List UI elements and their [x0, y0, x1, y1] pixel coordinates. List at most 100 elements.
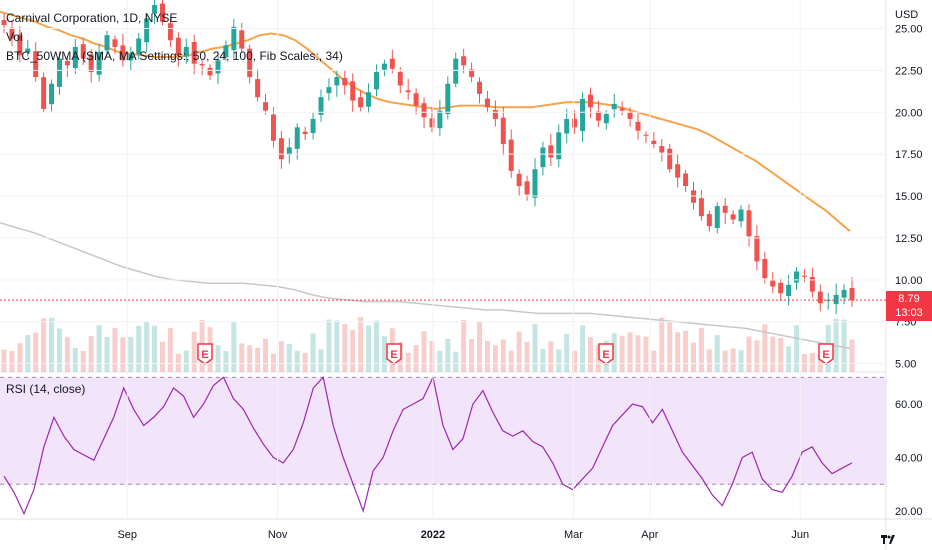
volume-bar [453, 351, 459, 372]
volume-bar [239, 343, 245, 372]
volume-bar [690, 342, 696, 372]
candle-body [786, 284, 792, 297]
candle-body [738, 209, 744, 222]
volume-bar [9, 351, 15, 372]
volume-bar [706, 349, 712, 372]
time-tick-label: Mar [564, 529, 583, 541]
volume-bar [722, 350, 728, 372]
volume-bar [730, 348, 736, 372]
candle-body [366, 92, 372, 107]
tradingview-logo-icon[interactable] [881, 533, 895, 547]
volume-bar [556, 349, 562, 372]
volume-bar [286, 343, 292, 372]
time-tick-label: Sep [117, 529, 137, 541]
rsi-line [3, 375, 853, 516]
volume-bar [627, 332, 633, 372]
volume-bar [809, 352, 815, 372]
volume-bar [366, 325, 372, 372]
volume-bar [651, 350, 657, 372]
candle-body [698, 198, 704, 217]
candle-body [762, 258, 768, 279]
volume-bar [342, 324, 348, 372]
rsi-axis: 20.00 40.00 60.00 [895, 399, 923, 518]
candle-body [167, 23, 173, 41]
volume-bar [215, 345, 221, 372]
volume-bar [56, 328, 62, 372]
candle-body [508, 139, 514, 171]
volume-bar [310, 333, 316, 372]
candle-body [302, 131, 308, 135]
candle-body [817, 291, 823, 304]
candle-body [849, 287, 855, 301]
earnings-letter: E [201, 349, 208, 361]
price-tick-label: 22.50 [895, 65, 923, 77]
candle-body [572, 118, 578, 128]
candle-body [199, 63, 205, 66]
earnings-marker: E [386, 343, 402, 365]
candle-body [833, 294, 839, 305]
volume-bar [786, 346, 792, 372]
candle-body [128, 53, 134, 61]
price-tick-label: 25.00 [895, 23, 923, 35]
candle-body [556, 132, 562, 160]
volume-bar [183, 350, 189, 372]
volume-bar [80, 350, 86, 372]
candle-body [278, 138, 284, 160]
candle-body [270, 114, 276, 141]
ma-indicator-label[interactable]: BTC_50WMA (SMA, MA Settings:, 50, 24, 10… [6, 49, 343, 63]
candle-body [635, 121, 641, 131]
volume-bar [675, 332, 681, 372]
candle-body [223, 45, 229, 58]
last-price-value: 8.79 [898, 293, 920, 305]
time-tick-label: Jun [791, 529, 809, 541]
earnings-letter: E [602, 349, 609, 361]
candle-body [580, 98, 586, 131]
rsi-label[interactable]: RSI (14, close) [6, 382, 86, 396]
volume-bar [231, 321, 237, 372]
volume-bar [350, 329, 356, 372]
earnings-letter: E [390, 349, 397, 361]
candle-body [461, 56, 467, 66]
rsi-band [0, 377, 886, 485]
candle-body [659, 146, 665, 153]
volume-bar [516, 331, 522, 372]
volume-bar [373, 320, 379, 372]
candle-body [540, 147, 546, 168]
volume-bar [524, 341, 530, 372]
volume-bar [667, 322, 673, 372]
candle-body [564, 118, 570, 134]
volume-bar [477, 321, 483, 372]
candle-body [453, 58, 459, 84]
candle-body [754, 236, 760, 262]
candle-body [207, 67, 213, 76]
bar-countdown: 13:03 [895, 307, 923, 319]
candle-body [17, 34, 23, 56]
candle-body [706, 214, 712, 227]
volume-label[interactable]: Vol [6, 30, 23, 44]
candle-body [429, 118, 435, 128]
currency-label[interactable]: USD [895, 9, 919, 21]
candle-body [9, 27, 15, 39]
candle-body [183, 46, 189, 57]
candle-body [778, 282, 784, 294]
volume-bar [508, 350, 514, 372]
candle-body [445, 83, 451, 114]
candle-body [643, 134, 649, 136]
candle-body [231, 26, 237, 51]
volume-bar [1, 349, 7, 372]
volume-bar [358, 317, 364, 372]
time-tick-label: 2022 [421, 529, 445, 541]
candle-body [191, 41, 197, 64]
volume-bar [429, 340, 435, 372]
earnings-marker: E [818, 343, 834, 365]
candle-body [263, 102, 269, 111]
price-tick-label: 20.00 [895, 107, 923, 119]
volume-bar [659, 317, 665, 372]
chart-title[interactable]: Carnival Corporation, 1D, NYSE [6, 11, 178, 25]
candle-body [152, 5, 158, 14]
volume-bar [120, 337, 126, 372]
candle-body [548, 145, 554, 158]
candle-body [215, 60, 221, 74]
candle-body [64, 60, 70, 66]
